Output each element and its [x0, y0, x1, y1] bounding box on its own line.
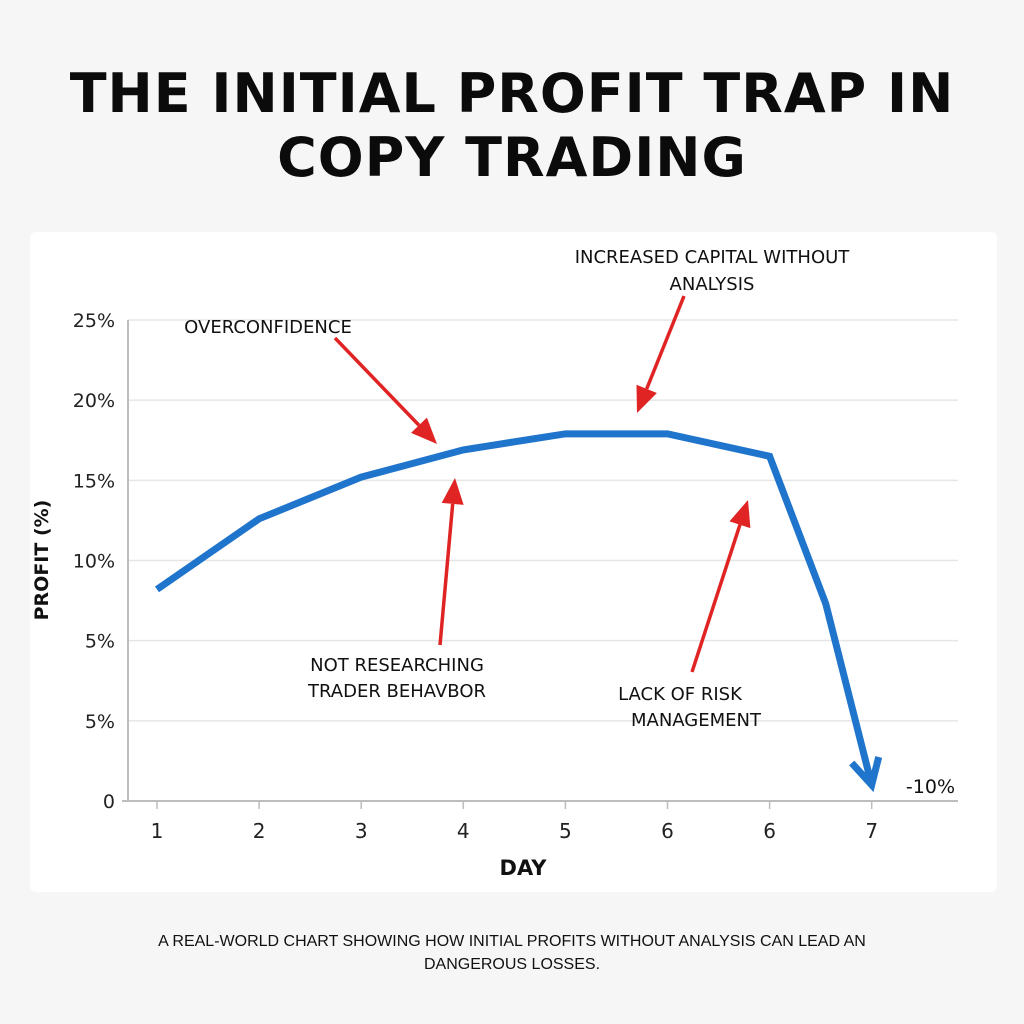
- x-tick-label: 3: [355, 819, 368, 843]
- title-line: COPY TRADING: [277, 126, 747, 189]
- caption: A REAL-WORLD CHART SHOWING HOW INITIAL P…: [0, 930, 1024, 976]
- annotation-label: MANAGEMENT: [631, 710, 762, 731]
- annotation-label: INCREASED CAPITAL WITHOUT: [575, 247, 851, 268]
- annotation-label: ANALYSIS: [670, 274, 755, 295]
- x-axis-title: DAY: [500, 856, 548, 880]
- y-tick-label: 20%: [73, 390, 115, 412]
- x-tick-label: 2: [253, 819, 266, 843]
- x-tick-label: 1: [151, 819, 164, 843]
- annotation-label: NOT RESEARCHING: [310, 655, 484, 676]
- arrow-head-icon: [636, 384, 657, 413]
- y-tick-label: 10%: [73, 551, 115, 573]
- caption-line: A REAL-WORLD CHART SHOWING HOW INITIAL P…: [158, 933, 866, 950]
- y-tick-label: 15%: [73, 470, 115, 492]
- y-tick-label: 5%: [85, 631, 115, 653]
- profit-line: [155, 430, 876, 786]
- annotation-label: OVERCONFIDENCE: [184, 317, 352, 338]
- x-tick-label: 7: [865, 819, 878, 843]
- arrow-head-icon: [729, 500, 751, 529]
- x-tick-label: 5: [559, 819, 572, 843]
- arrow-head-icon: [411, 417, 437, 444]
- caption-line: DANGEROUS LOSSES.: [423, 956, 601, 973]
- annotation-label: TRADER BEHAVBOR: [307, 681, 486, 702]
- y-tick-label: 0: [103, 791, 115, 813]
- arrow-head-icon: [441, 478, 464, 505]
- annotation-arrow: [333, 336, 421, 427]
- title-line: THE INITIAL PROFIT TRAP IN: [69, 62, 955, 125]
- y-tick-label: 25%: [73, 310, 115, 332]
- end-value-label: -10%: [906, 776, 955, 798]
- x-tick-label: 4: [457, 819, 470, 843]
- annotation-arrow: [645, 295, 686, 390]
- y-tick-label: 5%: [85, 711, 115, 733]
- annotation-arrow: [438, 503, 455, 646]
- y-axis-title: PROFIT (%): [31, 500, 53, 621]
- x-tick-label: 6: [661, 819, 674, 843]
- arrow-head-icon: [849, 756, 883, 793]
- annotation-arrow: [690, 524, 742, 673]
- chart-title: THE INITIAL PROFIT TRAP IN COPY TRADING: [0, 62, 1024, 190]
- annotation-label: LACK OF RISK: [618, 684, 743, 705]
- x-tick-label: 6: [763, 819, 776, 843]
